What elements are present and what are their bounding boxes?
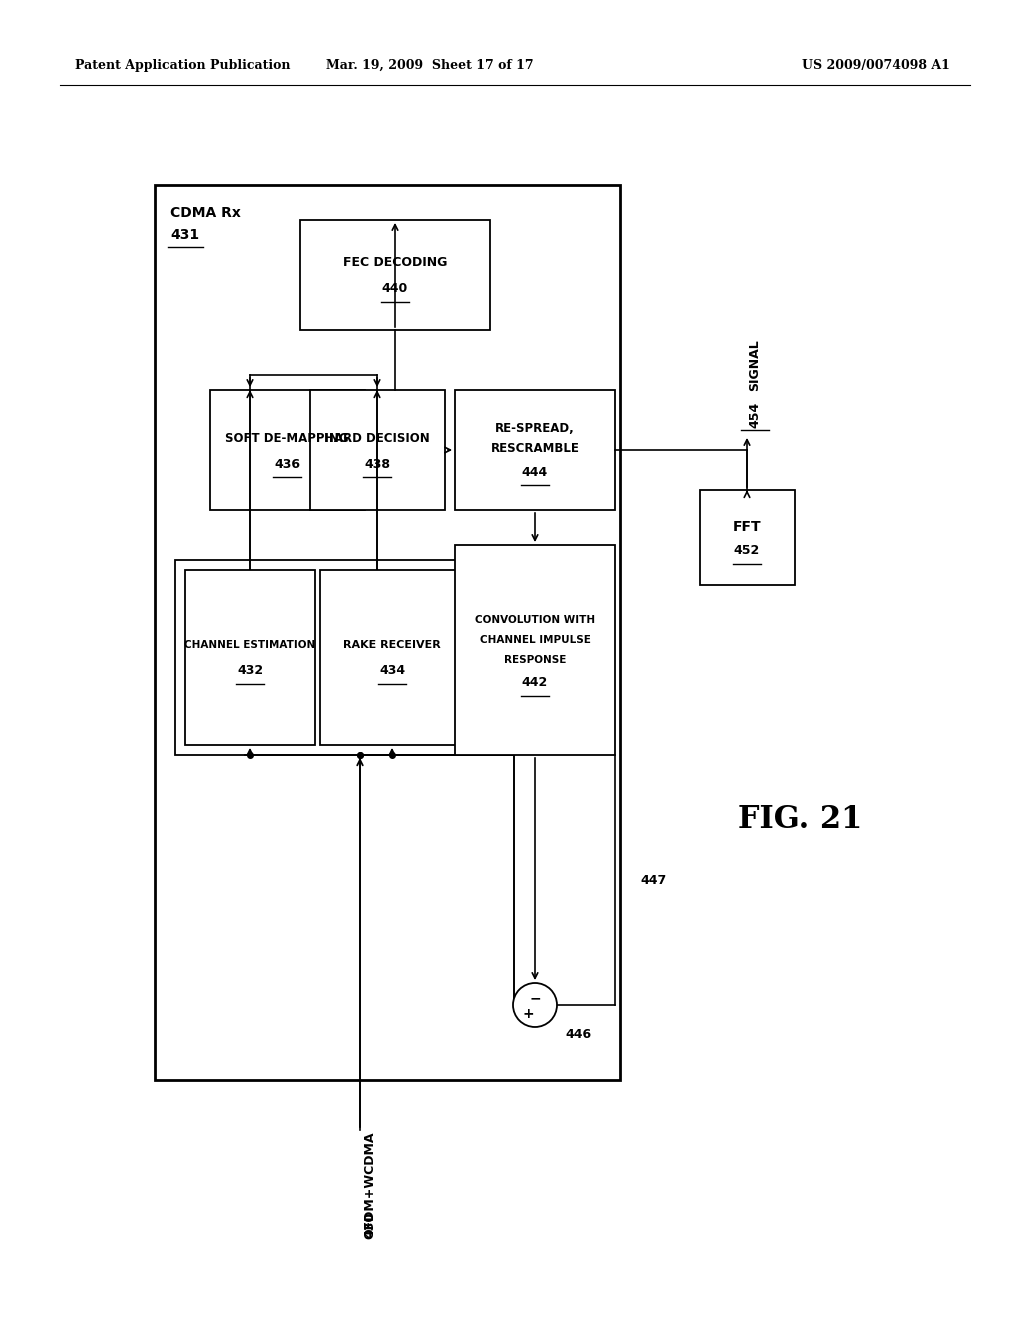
Bar <box>300 220 490 330</box>
Text: 444: 444 <box>522 466 548 479</box>
Text: HARD DECISION: HARD DECISION <box>325 432 430 445</box>
Text: RESPONSE: RESPONSE <box>504 655 566 665</box>
Text: +: + <box>522 1007 535 1020</box>
Text: 446: 446 <box>565 1028 591 1041</box>
Text: US 2009/0074098 A1: US 2009/0074098 A1 <box>802 58 950 71</box>
Text: RE-SPREAD,: RE-SPREAD, <box>496 421 574 434</box>
Text: CDMA Rx: CDMA Rx <box>170 206 241 220</box>
Text: CHANNEL ESTIMATION: CHANNEL ESTIMATION <box>184 640 315 649</box>
Text: RESCRAMBLE: RESCRAMBLE <box>490 441 580 454</box>
Bar <box>455 545 615 755</box>
Text: FIG. 21: FIG. 21 <box>738 804 862 836</box>
Text: 438: 438 <box>364 458 390 470</box>
Text: 432: 432 <box>237 664 263 677</box>
Text: 440: 440 <box>382 282 409 296</box>
Bar <box>700 490 795 585</box>
Bar <box>319 570 465 744</box>
Text: 447: 447 <box>640 874 667 887</box>
Text: RAKE RECEIVER: RAKE RECEIVER <box>343 640 441 649</box>
Text: 452: 452 <box>734 544 760 557</box>
Text: FFT: FFT <box>733 520 761 535</box>
Text: 431: 431 <box>170 228 199 242</box>
Text: SOFT DE-MAPPING: SOFT DE-MAPPING <box>225 432 349 445</box>
Text: 436: 436 <box>274 458 300 470</box>
Text: −: − <box>529 991 541 1006</box>
Bar <box>210 389 365 510</box>
Text: FEC DECODING: FEC DECODING <box>343 256 447 269</box>
Circle shape <box>513 983 557 1027</box>
Text: 430: 430 <box>364 1212 377 1238</box>
Bar <box>185 570 315 744</box>
Bar <box>455 389 615 510</box>
Text: SIGNAL: SIGNAL <box>749 339 762 391</box>
Text: 442: 442 <box>522 676 548 689</box>
Text: Patent Application Publication: Patent Application Publication <box>75 58 291 71</box>
Bar <box>155 185 620 1080</box>
Bar <box>175 560 470 755</box>
Text: CONVOLUTION WITH: CONVOLUTION WITH <box>475 615 595 624</box>
Text: Mar. 19, 2009  Sheet 17 of 17: Mar. 19, 2009 Sheet 17 of 17 <box>327 58 534 71</box>
Text: 434: 434 <box>379 664 406 677</box>
Bar <box>310 389 445 510</box>
Text: OFDM+WCDMA: OFDM+WCDMA <box>364 1131 377 1238</box>
Text: CHANNEL IMPULSE: CHANNEL IMPULSE <box>479 635 591 645</box>
Text: 454: 454 <box>749 401 762 428</box>
